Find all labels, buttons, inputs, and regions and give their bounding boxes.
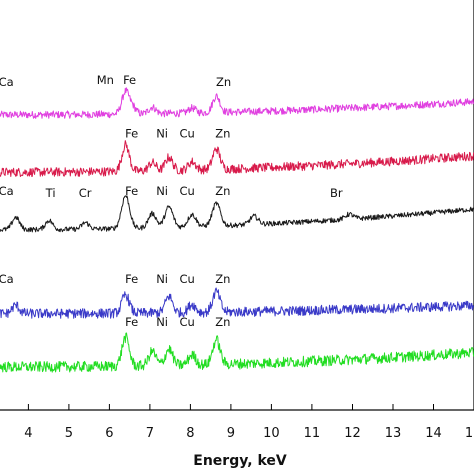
x-tick-label: 12 [344,426,361,441]
series-layer [0,87,474,373]
x-tick-label: 9 [227,426,235,441]
x-tick-label: 11 [304,426,321,441]
peak-label: Cu [180,184,195,198]
x-tick-label: 8 [186,426,194,441]
peak-label: Ca [0,75,14,89]
peak-label: Cu [180,315,195,329]
x-axis-title: Energy, keV [193,453,287,469]
peak-label: Ni [156,315,168,329]
spectrum-line-1 [0,87,474,119]
x-tick-label: 10 [263,426,280,441]
peak-label: Fe [123,73,136,87]
plot-frame [0,0,474,411]
peak-label: Ni [156,272,168,286]
peak-label: Mn [97,73,114,87]
x-tick-label: 6 [105,426,113,441]
x-tick-label: 4 [24,426,32,441]
spectrum-line-2 [0,140,474,177]
peak-label: Cr [79,186,92,200]
peak-label: Fe [125,126,138,140]
peak-label: Ti [45,186,56,200]
x-tick-label: 14 [425,426,442,441]
peak-label: Fe [125,272,138,286]
spectrum-line-4 [0,287,474,319]
x-axis-ticks: 4 5 6 7 8 9 10 11 12 13 14 1 [24,404,473,441]
peak-label: Cu [180,126,195,140]
peak-label: Cu [180,272,195,286]
peak-label: Zn [215,272,230,286]
peak-label: Ca [0,272,14,286]
x-tick-label: 7 [146,426,154,441]
peak-label: Fe [125,184,138,198]
peak-label: Br [330,186,343,200]
spectrum-line-3 [0,195,474,233]
peak-label: Zn [215,315,230,329]
peak-label: Ca [0,184,14,198]
peak-label: Zn [215,126,230,140]
spectrum-line-5 [0,332,474,373]
x-tick-label: 5 [65,426,73,441]
peak-label: Fe [125,315,138,329]
peak-label-layer: Ca Mn Fe Zn Fe Ni Cu Zn Ca Ti Cr Fe Ni Cu Zn Br Ca Fe Ni Cu… [0,73,343,329]
x-tick-label: 1 [465,426,473,441]
peak-label: Zn [215,184,230,198]
x-tick-label: 13 [385,426,402,441]
peak-label: Ni [156,184,168,198]
peak-label: Ni [156,126,168,140]
peak-label: Zn [216,75,231,89]
